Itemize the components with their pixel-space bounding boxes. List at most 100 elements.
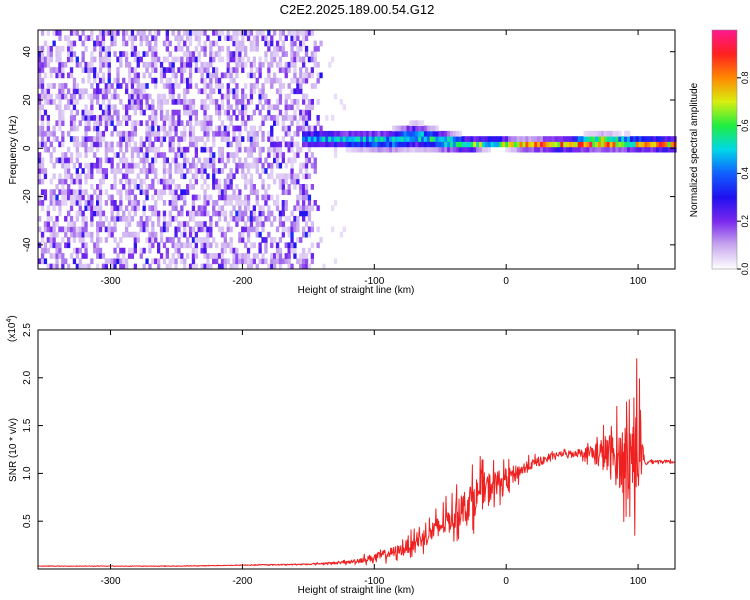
spectrogram-cell	[493, 136, 497, 142]
spectrogram-cell	[273, 72, 277, 79]
spectrogram-cell	[78, 152, 82, 158]
spectrogram-cell	[145, 83, 149, 89]
spectrogram-cell	[339, 231, 344, 238]
spectrogram-cell	[162, 56, 167, 63]
spectrogram-cell	[226, 136, 230, 142]
spectrogram-cell	[200, 136, 204, 142]
spectrogram-cell	[212, 258, 216, 265]
spectrogram-cell	[98, 51, 103, 57]
spectrogram-cell	[644, 141, 648, 148]
spectrogram-cell	[75, 226, 79, 233]
spectrogram-cell	[46, 205, 50, 212]
spectrogram-cell	[525, 136, 529, 142]
spectrogram-cell	[84, 146, 88, 153]
spectrogram-cell	[165, 226, 169, 233]
spectrogram-cell	[93, 242, 97, 249]
spectrogram-cell	[168, 125, 172, 132]
spectrogram-cell	[249, 226, 254, 233]
spectrogram-cell	[107, 72, 111, 79]
spectrogram-cell	[273, 215, 277, 222]
spectrogram-cell	[220, 205, 225, 212]
spectrogram-cell	[235, 30, 239, 36]
spectrogram-cell	[183, 77, 187, 84]
spectrogram-cell	[644, 136, 648, 142]
spectrogram-cell	[197, 51, 201, 57]
spectrogram-cell	[612, 146, 616, 153]
spectrogram-cell	[72, 226, 77, 233]
spectrogram-cell	[69, 99, 74, 105]
spectrogram-cell	[209, 61, 213, 68]
spectrogram-cell	[223, 258, 227, 265]
spectrogram-cell	[313, 83, 317, 89]
spectrogram-cell	[284, 51, 288, 57]
spectrogram-cell	[127, 115, 132, 121]
spectrogram-cell	[145, 99, 149, 105]
spectrogram-cell	[261, 168, 265, 174]
spectrogram-cell	[61, 258, 65, 265]
spectrogram-cell	[151, 237, 155, 243]
snr-y-tick-label: 2.5	[22, 323, 33, 337]
spectrogram-cell	[235, 93, 239, 100]
spectrogram-cell	[84, 162, 88, 169]
spectrogram-cell	[64, 162, 68, 169]
spectrogram-cell	[52, 221, 56, 227]
spectrogram-y-tick-label: 40	[22, 46, 33, 58]
spectrogram-cell	[203, 77, 207, 84]
spectrogram-cell	[136, 51, 140, 57]
spectrogram-cell	[284, 115, 288, 121]
spectrogram-cell	[264, 99, 268, 105]
spectrogram-cell	[104, 258, 108, 265]
spectrogram-cell	[183, 173, 187, 180]
spectrogram-cell	[139, 146, 143, 153]
spectrogram-cell	[281, 226, 285, 233]
spectrogram-cell	[270, 173, 274, 180]
spectrogram-cell	[258, 67, 262, 73]
spectrogram-cell	[116, 130, 120, 137]
spectrogram-cell	[658, 146, 663, 153]
spectrogram-cell	[220, 258, 225, 265]
spectrogram-cell	[281, 189, 285, 196]
spectrogram-cell	[69, 226, 74, 233]
spectrogram-cell	[90, 205, 94, 212]
spectrogram-cell	[107, 56, 111, 63]
spectrogram-cell	[226, 45, 230, 52]
spectrogram-cell	[586, 146, 590, 153]
spectrogram-cell	[52, 253, 56, 259]
spectrogram-cell	[52, 136, 56, 142]
spectrogram-cell	[487, 146, 491, 153]
spectrogram-cell	[151, 184, 155, 190]
spectrogram-cell	[58, 247, 62, 254]
spectrogram-cell	[162, 115, 167, 121]
spectrogram-cell	[171, 67, 175, 73]
spectrogram-cell	[238, 146, 242, 153]
spectrogram-cell	[249, 99, 254, 105]
spectrogram-cell	[481, 136, 486, 142]
spectrogram-cell	[81, 93, 85, 100]
spectrogram-cell	[281, 125, 285, 132]
spectrogram-cell	[69, 157, 74, 164]
spectrogram-cell	[232, 130, 236, 137]
spectrogram-cell	[278, 56, 283, 63]
spectrogram-cell	[183, 130, 187, 137]
spectrogram-cell	[252, 83, 256, 89]
spectrogram-cell	[534, 146, 538, 153]
spectrogram-cell	[307, 30, 312, 36]
spectrogram-cell	[618, 136, 622, 142]
spectrogram-cell	[421, 141, 425, 148]
spectrogram-cell	[249, 162, 254, 169]
spectrogram-cell	[275, 45, 280, 52]
spectrogram-cell	[656, 146, 660, 153]
spectrogram-cell	[290, 231, 294, 238]
spectrogram-cell	[90, 35, 94, 42]
spectrogram-cell	[212, 99, 216, 105]
spectrogram-cell	[255, 77, 259, 84]
spectrogram-cell	[380, 141, 384, 148]
spectrogram-cell	[165, 56, 169, 63]
spectrogram-cell	[255, 141, 259, 148]
spectrogram-cell	[217, 215, 222, 222]
spectrogram-cell	[217, 189, 222, 196]
spectrogram-cell	[270, 104, 274, 111]
spectrogram-cell	[69, 152, 74, 158]
spectrogram-cell	[220, 189, 225, 196]
spectrogram-cell	[96, 115, 100, 121]
